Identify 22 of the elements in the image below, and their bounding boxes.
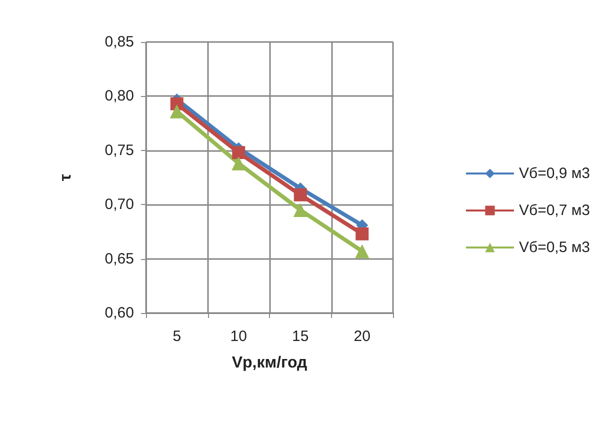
- y-tick-label: 0,60: [104, 304, 134, 322]
- point: [170, 104, 184, 118]
- y-tick-label: 0,70: [104, 196, 134, 214]
- y-tick-label: 0,85: [104, 34, 134, 50]
- x-tick-label: 5: [172, 328, 182, 345]
- point: [293, 203, 308, 218]
- point: [294, 188, 307, 202]
- point: [232, 146, 246, 160]
- legend-label: Vб=0,9 м3: [518, 165, 590, 182]
- legend-label: Vб=0,7 м3: [518, 202, 590, 219]
- y-tick-label: 0,65: [104, 250, 134, 268]
- point: [355, 244, 370, 258]
- x-tick-label: 10: [230, 328, 247, 345]
- x-tick-label: 15: [292, 328, 309, 345]
- legend-label: Vб=0,5 м3: [518, 239, 590, 256]
- point: [232, 156, 246, 170]
- y-tick-label: 0,75: [104, 142, 134, 159]
- x-axis-title: Vp,км/год: [232, 354, 308, 372]
- x-tick-label: 20: [354, 328, 370, 345]
- y-tick-label: 0,80: [104, 88, 134, 105]
- point: [356, 227, 369, 240]
- y-axis-title: τ: [58, 174, 74, 182]
